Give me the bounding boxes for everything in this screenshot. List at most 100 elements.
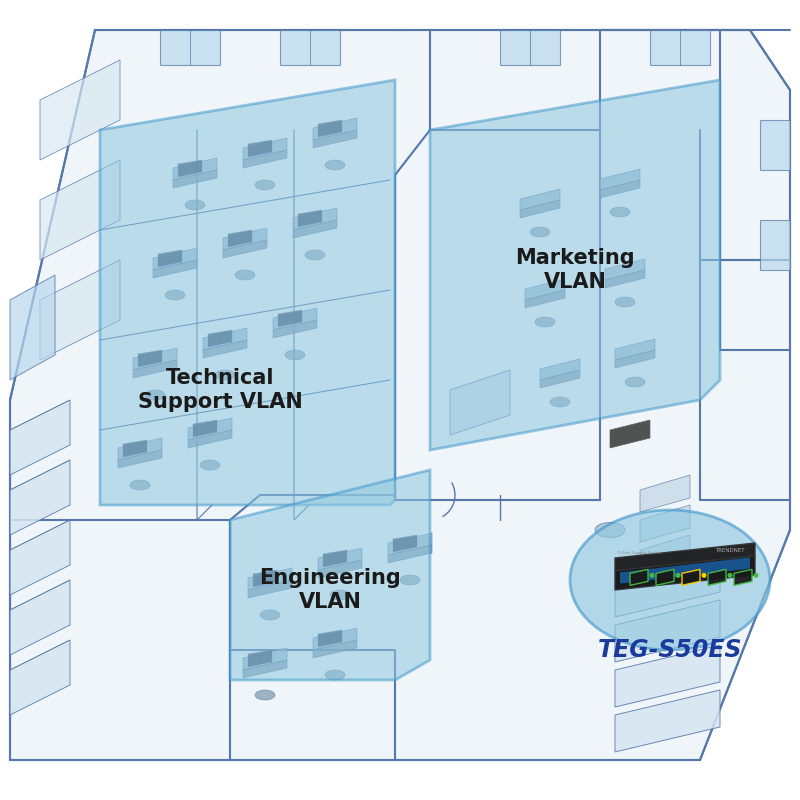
Polygon shape bbox=[203, 328, 247, 350]
Polygon shape bbox=[520, 200, 560, 218]
Polygon shape bbox=[520, 189, 560, 210]
Polygon shape bbox=[656, 570, 674, 586]
Text: Engineering
VLAN: Engineering VLAN bbox=[259, 568, 401, 611]
Polygon shape bbox=[600, 180, 640, 198]
Ellipse shape bbox=[400, 575, 420, 585]
Polygon shape bbox=[318, 548, 362, 570]
Polygon shape bbox=[10, 640, 70, 670]
Polygon shape bbox=[243, 660, 287, 678]
Polygon shape bbox=[10, 460, 70, 490]
Polygon shape bbox=[10, 640, 70, 715]
Polygon shape bbox=[123, 440, 147, 457]
Polygon shape bbox=[228, 230, 252, 247]
Polygon shape bbox=[313, 118, 357, 140]
Polygon shape bbox=[273, 308, 317, 330]
Ellipse shape bbox=[570, 510, 770, 650]
Ellipse shape bbox=[215, 370, 235, 380]
Polygon shape bbox=[10, 580, 70, 655]
Circle shape bbox=[675, 573, 681, 578]
Polygon shape bbox=[158, 250, 182, 267]
Polygon shape bbox=[278, 310, 302, 327]
Ellipse shape bbox=[610, 207, 630, 217]
Polygon shape bbox=[615, 555, 720, 617]
Polygon shape bbox=[248, 580, 292, 598]
Polygon shape bbox=[760, 220, 790, 270]
Polygon shape bbox=[133, 360, 177, 378]
Polygon shape bbox=[243, 150, 287, 168]
Polygon shape bbox=[153, 248, 197, 270]
Circle shape bbox=[702, 573, 706, 578]
Polygon shape bbox=[178, 160, 202, 177]
Ellipse shape bbox=[235, 270, 255, 280]
Ellipse shape bbox=[260, 610, 280, 620]
Polygon shape bbox=[138, 350, 162, 367]
Polygon shape bbox=[610, 420, 650, 448]
Polygon shape bbox=[248, 650, 272, 667]
Polygon shape bbox=[223, 228, 267, 250]
Polygon shape bbox=[223, 240, 267, 258]
Polygon shape bbox=[313, 628, 357, 650]
Ellipse shape bbox=[535, 317, 555, 327]
Ellipse shape bbox=[530, 227, 550, 237]
Polygon shape bbox=[243, 138, 287, 160]
Polygon shape bbox=[10, 520, 70, 550]
Polygon shape bbox=[525, 279, 565, 300]
Ellipse shape bbox=[330, 590, 350, 600]
Polygon shape bbox=[393, 535, 417, 552]
Polygon shape bbox=[615, 690, 720, 752]
Polygon shape bbox=[10, 400, 70, 430]
Ellipse shape bbox=[625, 377, 645, 387]
Circle shape bbox=[754, 573, 758, 578]
Text: Marketing
VLAN: Marketing VLAN bbox=[515, 248, 635, 292]
Polygon shape bbox=[118, 438, 162, 460]
Ellipse shape bbox=[325, 670, 345, 680]
Circle shape bbox=[650, 573, 654, 578]
Polygon shape bbox=[230, 470, 430, 680]
Polygon shape bbox=[734, 570, 752, 586]
Ellipse shape bbox=[285, 350, 305, 360]
Polygon shape bbox=[10, 460, 70, 535]
Polygon shape bbox=[540, 359, 580, 380]
Text: TEG-S50ES: TEG-S50ES bbox=[598, 638, 742, 662]
Polygon shape bbox=[118, 450, 162, 468]
Ellipse shape bbox=[255, 180, 275, 190]
Polygon shape bbox=[133, 348, 177, 370]
Polygon shape bbox=[40, 60, 120, 160]
Ellipse shape bbox=[595, 522, 625, 538]
Polygon shape bbox=[40, 260, 120, 360]
Polygon shape bbox=[388, 545, 432, 563]
Ellipse shape bbox=[550, 397, 570, 407]
Ellipse shape bbox=[615, 297, 635, 307]
Polygon shape bbox=[600, 169, 640, 190]
Polygon shape bbox=[605, 270, 645, 288]
Polygon shape bbox=[640, 505, 690, 542]
Polygon shape bbox=[173, 170, 217, 188]
Polygon shape bbox=[430, 80, 720, 450]
Polygon shape bbox=[173, 158, 217, 180]
Text: Technical
Support VLAN: Technical Support VLAN bbox=[138, 368, 302, 411]
Polygon shape bbox=[323, 550, 347, 567]
Polygon shape bbox=[615, 543, 755, 570]
Polygon shape bbox=[650, 30, 710, 65]
Polygon shape bbox=[203, 340, 247, 358]
Polygon shape bbox=[615, 600, 720, 662]
Text: 5-Port Gigabit Switch: 5-Port Gigabit Switch bbox=[618, 551, 662, 555]
Polygon shape bbox=[682, 570, 700, 586]
Polygon shape bbox=[630, 570, 648, 586]
Ellipse shape bbox=[185, 200, 205, 210]
Polygon shape bbox=[188, 430, 232, 448]
Polygon shape bbox=[615, 556, 755, 590]
Polygon shape bbox=[248, 568, 292, 590]
Ellipse shape bbox=[145, 390, 165, 400]
Polygon shape bbox=[160, 30, 220, 65]
Polygon shape bbox=[100, 80, 395, 505]
Ellipse shape bbox=[255, 690, 275, 700]
Polygon shape bbox=[10, 275, 55, 380]
Polygon shape bbox=[318, 120, 342, 137]
Polygon shape bbox=[313, 130, 357, 148]
Polygon shape bbox=[450, 370, 510, 435]
Polygon shape bbox=[318, 630, 342, 647]
Polygon shape bbox=[708, 570, 726, 586]
Ellipse shape bbox=[200, 460, 220, 470]
Polygon shape bbox=[640, 535, 690, 572]
